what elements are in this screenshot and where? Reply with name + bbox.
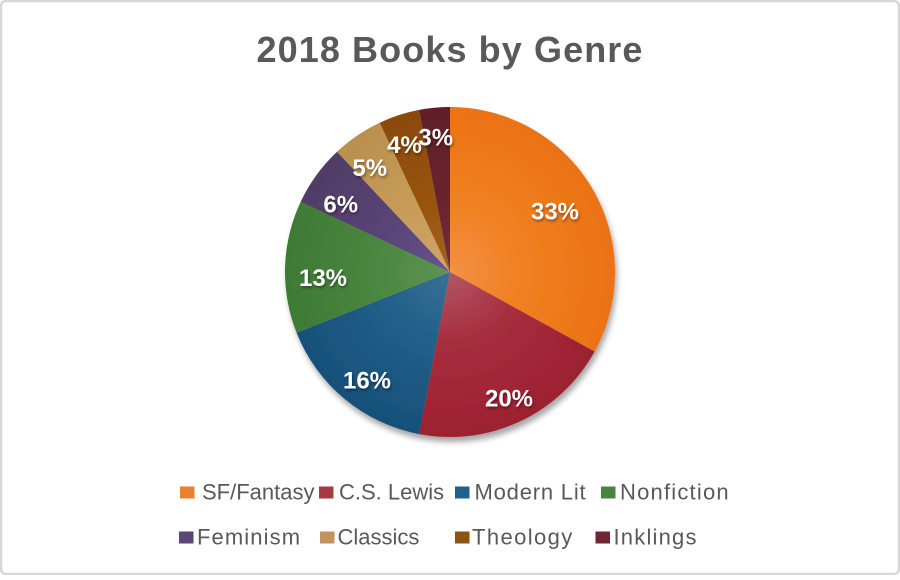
svg-text:Inklings: Inklings xyxy=(614,525,698,550)
svg-text:Nonfiction: Nonfiction xyxy=(620,480,730,505)
svg-text:Modern Lit: Modern Lit xyxy=(475,480,587,505)
svg-text:Feminism: Feminism xyxy=(197,525,301,550)
svg-text:SF/Fantasy: SF/Fantasy xyxy=(202,480,314,505)
svg-text:5%: 5% xyxy=(352,155,387,182)
svg-text:2018 Books by Genre: 2018 Books by Genre xyxy=(256,29,643,70)
svg-text:C.S. Lewis: C.S. Lewis xyxy=(339,480,444,505)
svg-text:20%: 20% xyxy=(485,386,533,413)
svg-text:Classics: Classics xyxy=(338,525,420,550)
svg-text:16%: 16% xyxy=(343,368,391,395)
svg-text:3%: 3% xyxy=(418,125,453,152)
svg-text:4%: 4% xyxy=(387,132,422,159)
svg-text:6%: 6% xyxy=(323,191,358,218)
svg-text:13%: 13% xyxy=(299,265,347,292)
svg-text:Theology: Theology xyxy=(472,525,574,550)
svg-text:33%: 33% xyxy=(531,199,579,226)
